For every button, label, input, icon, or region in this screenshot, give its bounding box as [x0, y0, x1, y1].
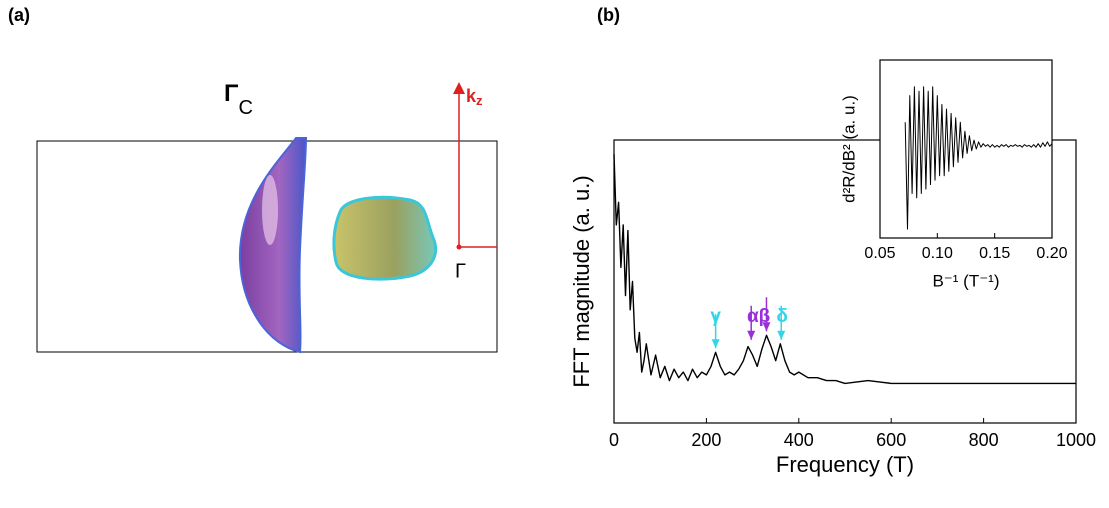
x-tick-label: 800	[969, 430, 999, 450]
gamma-c-subscript: C	[238, 97, 252, 119]
annotation: δ	[776, 306, 788, 327]
annotation: αβ	[747, 306, 770, 327]
x-tick-label: 0.05	[864, 245, 895, 262]
arrow-head	[762, 322, 771, 332]
gamma-label: Γ	[455, 260, 466, 282]
x-axis-label: Frequency (T)	[776, 452, 914, 477]
arrow-head	[711, 339, 720, 349]
y-axis-label: d²R/dB² (a. u.)	[839, 95, 858, 203]
kz-subscript: z	[476, 93, 483, 108]
arrow-head	[777, 330, 786, 340]
data-line	[904, 86, 1053, 230]
x-tick-label: 600	[876, 430, 906, 450]
panel-label: (a)	[8, 5, 30, 25]
y-axis-label: FFT magnitude (a. u.)	[569, 175, 594, 387]
fermi-surface-diagram: kz Γ ΓC	[36, 80, 498, 354]
highlight	[262, 175, 278, 245]
gamma-c-symbol: Γ	[224, 80, 239, 107]
panel-label: (b)	[597, 5, 620, 25]
x-tick-label: 0	[609, 430, 619, 450]
x-tick-label: 200	[691, 430, 721, 450]
x-tick-label: 0.20	[1036, 245, 1067, 262]
x-tick-label: 1000	[1056, 430, 1096, 450]
x-tick-label: 0.15	[979, 245, 1010, 262]
kz-label: kz	[466, 86, 483, 109]
x-axis-label: B⁻¹ (T⁻¹)	[932, 271, 999, 290]
arrow-head	[747, 330, 756, 340]
gamma-c-label: ΓC	[224, 80, 253, 119]
data-line	[613, 154, 1076, 385]
kz-symbol: k	[466, 86, 477, 106]
electron-pocket	[332, 195, 437, 281]
x-tick-label: 400	[784, 430, 814, 450]
gamma-point	[456, 244, 462, 250]
annotation: γ	[710, 306, 721, 327]
x-tick-label: 0.10	[922, 245, 953, 262]
hole-pocket	[238, 137, 308, 354]
